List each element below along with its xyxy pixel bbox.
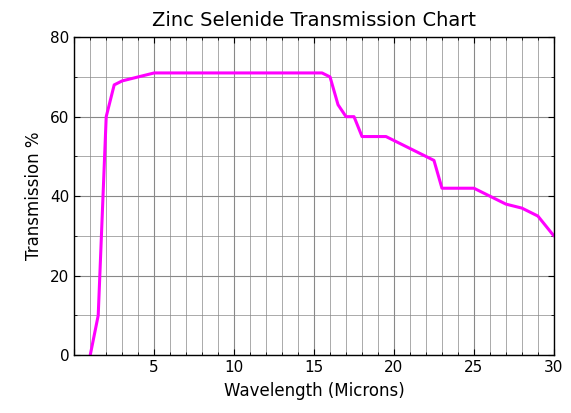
X-axis label: Wavelength (Microns): Wavelength (Microns): [224, 382, 404, 400]
Title: Zinc Selenide Transmission Chart: Zinc Selenide Transmission Chart: [152, 11, 476, 30]
Y-axis label: Transmission %: Transmission %: [25, 132, 43, 261]
